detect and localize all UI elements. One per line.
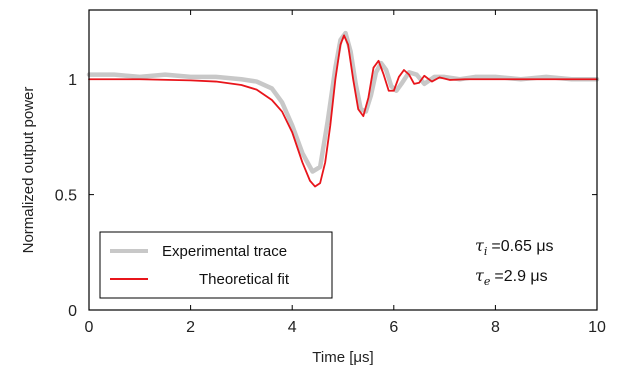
y-tick-label: 1	[68, 72, 77, 89]
annotation-tau-i: τi =0.65 μs	[475, 236, 554, 258]
annotation-tau-i-subscript: i	[484, 245, 488, 258]
series-experimental-trace	[86, 30, 600, 174]
annotation-tau-e-subscript: e	[484, 275, 491, 288]
annotation-tau-i-value: =0.65 μs	[491, 238, 553, 255]
y-tick-label: 0.5	[55, 188, 77, 205]
legend-label-experimental: Experimental trace	[162, 243, 287, 260]
x-tick-label: 4	[288, 319, 297, 336]
annotation-tau-e-symbol: τ	[475, 266, 485, 285]
y-axis-label: Normalized output power	[20, 87, 37, 254]
x-tick-label: 6	[389, 319, 398, 336]
legend: Experimental trace Theoretical fit	[99, 231, 333, 299]
x-tick-label: 10	[588, 319, 606, 336]
plot-frame	[88, 9, 598, 311]
annotation-tau-i-symbol: τ	[475, 236, 485, 255]
y-tick-label: 0	[68, 303, 77, 320]
x-axis-label: Time [μs]	[312, 349, 373, 366]
legend-box	[99, 231, 333, 299]
annotation-tau-e: τe =2.9 μs	[475, 266, 548, 288]
x-tick-label: 2	[186, 319, 195, 336]
annotation-tau-e-value: =2.9 μs	[494, 268, 547, 285]
x-tick-label: 0	[85, 319, 94, 336]
x-tick-label: 8	[491, 319, 500, 336]
series-theoretical-fit	[88, 34, 598, 188]
legend-label-theoretical: Theoretical fit	[199, 271, 290, 288]
